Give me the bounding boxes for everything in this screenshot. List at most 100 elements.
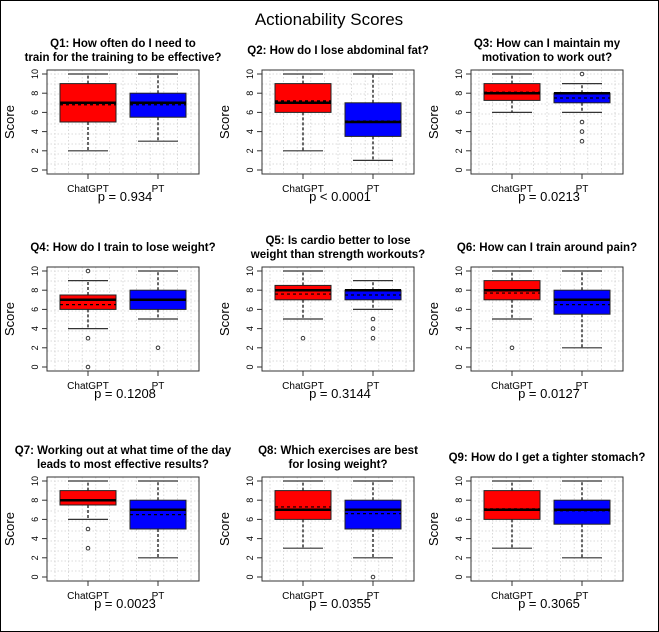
outlier-point — [85, 335, 91, 341]
box-pt — [344, 480, 402, 580]
y-tick-label: 0 — [454, 167, 464, 172]
box-chatgpt — [483, 480, 541, 549]
y-tick-label: 0 — [30, 364, 40, 369]
panel-q8: Q8: Which exercises are best for losing w… — [217, 445, 418, 611]
box-iqr — [129, 499, 187, 530]
outlier-point — [85, 364, 91, 370]
panel-title-line: Q8: Which exercises are best — [258, 445, 418, 457]
y-tick-label: 8 — [245, 288, 255, 293]
p-value-label: p = 0.0355 — [309, 596, 371, 611]
plot-frame — [261, 69, 415, 175]
y-tick-label: 4 — [30, 129, 40, 134]
plot-frame — [470, 69, 624, 175]
x-tick-label: ChatGPT — [67, 591, 109, 602]
y-tick-label: 10 — [245, 69, 255, 79]
panel-title-line: Q7: Working out at what time of the day — [15, 445, 232, 457]
x-tick-label: ChatGPT — [491, 381, 533, 392]
y-tick-label: 2 — [454, 555, 464, 560]
y-axis-label: Score — [426, 512, 441, 546]
y-tick-label: 10 — [245, 266, 255, 276]
box-iqr — [274, 490, 332, 520]
box-iqr — [553, 289, 611, 315]
y-tick-label: 8 — [454, 288, 464, 293]
y-tick-label: 0 — [245, 167, 255, 172]
outlier-point — [155, 345, 161, 351]
outlier-point — [300, 335, 306, 341]
box-chatgpt — [59, 480, 117, 551]
panel-q5: Q5: Is cardio better to lose weight than … — [217, 235, 425, 401]
panel-q6: Q6: How can I train around pain? 0 2 4 6 8 10 S… — [426, 242, 637, 401]
y-tick-label: 8 — [245, 91, 255, 96]
y-tick-label: 10 — [30, 266, 40, 276]
x-tick-label: ChatGPT — [67, 184, 109, 195]
box-iqr — [344, 499, 402, 530]
box-iqr — [274, 284, 332, 301]
y-tick-label: 6 — [454, 110, 464, 115]
y-tick-label: 6 — [30, 517, 40, 522]
outlier-point — [370, 326, 376, 331]
y-tick-label: 6 — [245, 307, 255, 312]
panel-title-line: Q2: How do I lose abdominal fat? — [247, 45, 428, 57]
box-chatgpt — [274, 270, 332, 341]
panel-title-line: motivation to work out? — [482, 52, 612, 64]
y-tick-label: 2 — [30, 555, 40, 560]
y-tick-label: 8 — [454, 498, 464, 503]
box-iqr — [483, 490, 541, 520]
panel-q3: Q3: How can I maintain my motivation to w… — [426, 38, 624, 204]
p-value-label: p = 0.3144 — [309, 386, 371, 401]
plot-frame — [46, 476, 200, 582]
box-pt — [129, 270, 187, 351]
y-tick-label: 4 — [454, 536, 464, 541]
panel-title-line: Q4: How do I train to lose weight? — [30, 242, 215, 254]
y-tick-label: 8 — [30, 91, 40, 96]
chart-title: Actionability Scores — [255, 10, 403, 29]
panel-q4: Q4: How do I train to lose weight? 0 2 4 6 8 1… — [2, 242, 216, 401]
y-tick-label: 8 — [454, 91, 464, 96]
box-iqr — [553, 499, 611, 525]
y-tick-label: 4 — [454, 326, 464, 331]
box-pt — [553, 480, 611, 559]
y-tick-label: 0 — [30, 167, 40, 172]
y-tick-label: 0 — [454, 574, 464, 579]
outlier-point — [85, 545, 91, 551]
y-tick-label: 4 — [30, 536, 40, 541]
y-tick-label: 10 — [454, 266, 464, 276]
plot-frame — [470, 266, 624, 372]
panel-q7: Q7: Working out at what time of the day l… — [2, 445, 232, 611]
x-tick-label: PT — [576, 184, 589, 195]
x-tick-label: ChatGPT — [282, 184, 324, 195]
y-tick-label: 6 — [454, 307, 464, 312]
p-value-label: p < 0.0001 — [309, 189, 371, 204]
y-tick-label: 4 — [245, 326, 255, 331]
x-tick-label: PT — [367, 184, 380, 195]
x-tick-label: PT — [576, 381, 589, 392]
y-tick-label: 2 — [245, 555, 255, 560]
box-pt — [553, 71, 611, 144]
x-tick-label: PT — [152, 184, 165, 195]
outlier-point — [85, 526, 91, 532]
p-value-label: p = 0.1208 — [94, 386, 156, 401]
outlier-point — [370, 316, 376, 322]
y-tick-label: 2 — [245, 148, 255, 153]
box-chatgpt — [274, 480, 332, 549]
box-pt — [129, 480, 187, 559]
y-tick-label: 6 — [245, 110, 255, 115]
x-tick-label: ChatGPT — [282, 381, 324, 392]
panel-title-line: Q1: How often do I need to — [50, 38, 196, 50]
y-axis-label: Score — [2, 512, 17, 546]
box-iqr — [274, 83, 332, 113]
y-tick-label: 10 — [245, 476, 255, 486]
y-tick-label: 0 — [245, 364, 255, 369]
panel-title-line: Q5: Is cardio better to lose — [265, 235, 410, 247]
y-tick-label: 8 — [30, 288, 40, 293]
panel-title-line: Q3: How can I maintain my — [474, 38, 621, 50]
panel-q1: Q1: How often do I need to train for the … — [2, 38, 221, 204]
outlier-point — [579, 71, 585, 77]
box-pt — [129, 73, 187, 142]
y-tick-label: 4 — [30, 326, 40, 331]
y-tick-label: 10 — [30, 476, 40, 486]
outlier-point — [85, 268, 91, 274]
y-tick-label: 2 — [245, 345, 255, 350]
panel-title-line: weight than strength workouts? — [250, 249, 425, 261]
